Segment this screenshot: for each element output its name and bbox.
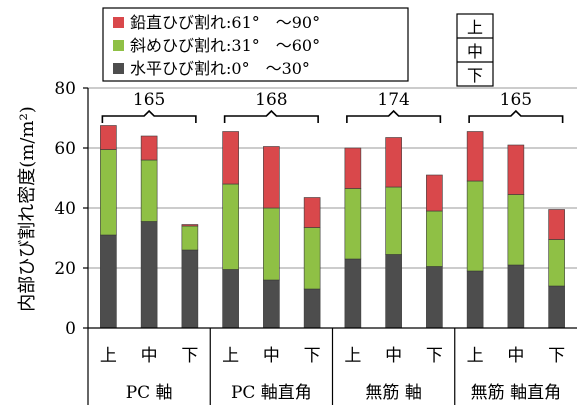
group-total-label: 165 — [133, 90, 165, 110]
bar-segment — [344, 147, 362, 189]
bar-segment — [222, 269, 239, 329]
bar-segment — [548, 209, 565, 240]
bar-segment — [303, 197, 321, 228]
bar-segment — [181, 249, 199, 329]
legend-label-vertical: 鉛直ひび割れ:61° ～90° — [130, 13, 320, 32]
x-tick-label: 下 — [426, 346, 443, 366]
group-total-label: 165 — [500, 90, 532, 110]
bar-segment — [263, 207, 280, 281]
legend-label-horizontal: 水平ひび割れ:0° ～30° — [130, 59, 310, 78]
legend: 鉛直ひび割れ:61° ～90° 斜めひび割れ:31° ～60° 水平ひび割れ:0… — [102, 7, 409, 82]
bar-segment — [140, 159, 158, 222]
bar-segment — [507, 194, 525, 266]
x-tick-label: 下 — [181, 346, 198, 366]
bar-segment — [385, 186, 402, 255]
x-tick-label: 中 — [263, 346, 280, 366]
group-bracket — [346, 109, 442, 123]
bar-segment — [385, 137, 402, 188]
legend-swatch-horizontal — [113, 63, 124, 74]
position-key-top: 上 — [467, 18, 483, 37]
x-tick-label: 上 — [344, 346, 361, 366]
group-bracket — [223, 109, 319, 123]
bar-segment — [181, 224, 199, 227]
y-tick-label: 80 — [54, 79, 76, 99]
group-totals: 165 168 174 165 — [101, 90, 564, 123]
bar-segment — [181, 225, 199, 251]
bar-segment — [548, 239, 565, 287]
bar-segment — [100, 149, 117, 236]
gridlines — [88, 87, 577, 269]
legend-swatch-vertical — [113, 17, 124, 28]
x-tick-label: 中 — [385, 346, 402, 366]
axis-labels: 020406080上中下PC 軸上中下PC 軸直角上中下無筋 軸上中下無筋 軸直… — [54, 79, 565, 403]
x-tick-label: 中 — [141, 346, 158, 366]
bar-segment — [466, 180, 484, 272]
bars — [100, 125, 565, 329]
bar-segment — [263, 279, 280, 329]
group-label: 無筋 軸直角 — [471, 383, 561, 403]
x-tick-label: 上 — [467, 346, 484, 366]
y-tick-label: 0 — [65, 319, 76, 339]
group-label: PC 軸直角 — [231, 383, 312, 403]
group-label: PC 軸 — [126, 383, 173, 403]
x-tick-label: 下 — [548, 346, 565, 366]
bar-segment — [303, 227, 321, 290]
bar-segment — [263, 146, 280, 209]
bar-segment — [385, 254, 402, 329]
position-key-box — [456, 13, 494, 87]
y-tick-label: 20 — [54, 259, 76, 279]
bar-segment — [140, 221, 158, 329]
bar-segment — [548, 285, 565, 329]
group-total-label: 174 — [377, 90, 409, 110]
bar-segment — [466, 131, 484, 182]
bar-segment — [426, 174, 443, 212]
y-tick-label: 60 — [54, 139, 76, 159]
bar-segment — [100, 234, 117, 329]
bar-segment — [466, 270, 484, 329]
bar-segment — [222, 131, 239, 185]
position-key: 上 中 下 — [456, 13, 494, 87]
legend-swatch-diagonal — [113, 40, 124, 51]
position-key-bottom: 下 — [467, 66, 483, 85]
position-key-middle: 中 — [467, 42, 483, 61]
y-axis-title: 内部ひび割れ密度(m/m²) — [17, 106, 38, 311]
legend-label-diagonal: 斜めひび割れ:31° ～60° — [130, 36, 320, 55]
group-bracket — [468, 109, 564, 123]
axes — [83, 87, 577, 405]
bar-segment — [426, 266, 443, 329]
bar-segment — [100, 125, 117, 150]
bar-segment — [344, 188, 362, 260]
x-tick-label: 上 — [100, 346, 117, 366]
bar-segment — [426, 210, 443, 267]
bar-segment — [303, 288, 321, 329]
group-bracket — [101, 109, 197, 123]
bar-segment — [222, 183, 239, 270]
x-tick-label: 下 — [304, 346, 321, 366]
x-tick-label: 中 — [507, 346, 524, 366]
group-total-label: 168 — [255, 90, 287, 110]
group-label: 無筋 軸 — [365, 383, 421, 403]
bar-segment — [507, 144, 525, 195]
y-tick-label: 40 — [54, 199, 76, 219]
legend-box — [102, 7, 409, 82]
bar-segment — [140, 135, 158, 161]
bar-segment — [507, 264, 525, 329]
bar-segment — [344, 258, 362, 329]
x-tick-label: 上 — [222, 346, 239, 366]
